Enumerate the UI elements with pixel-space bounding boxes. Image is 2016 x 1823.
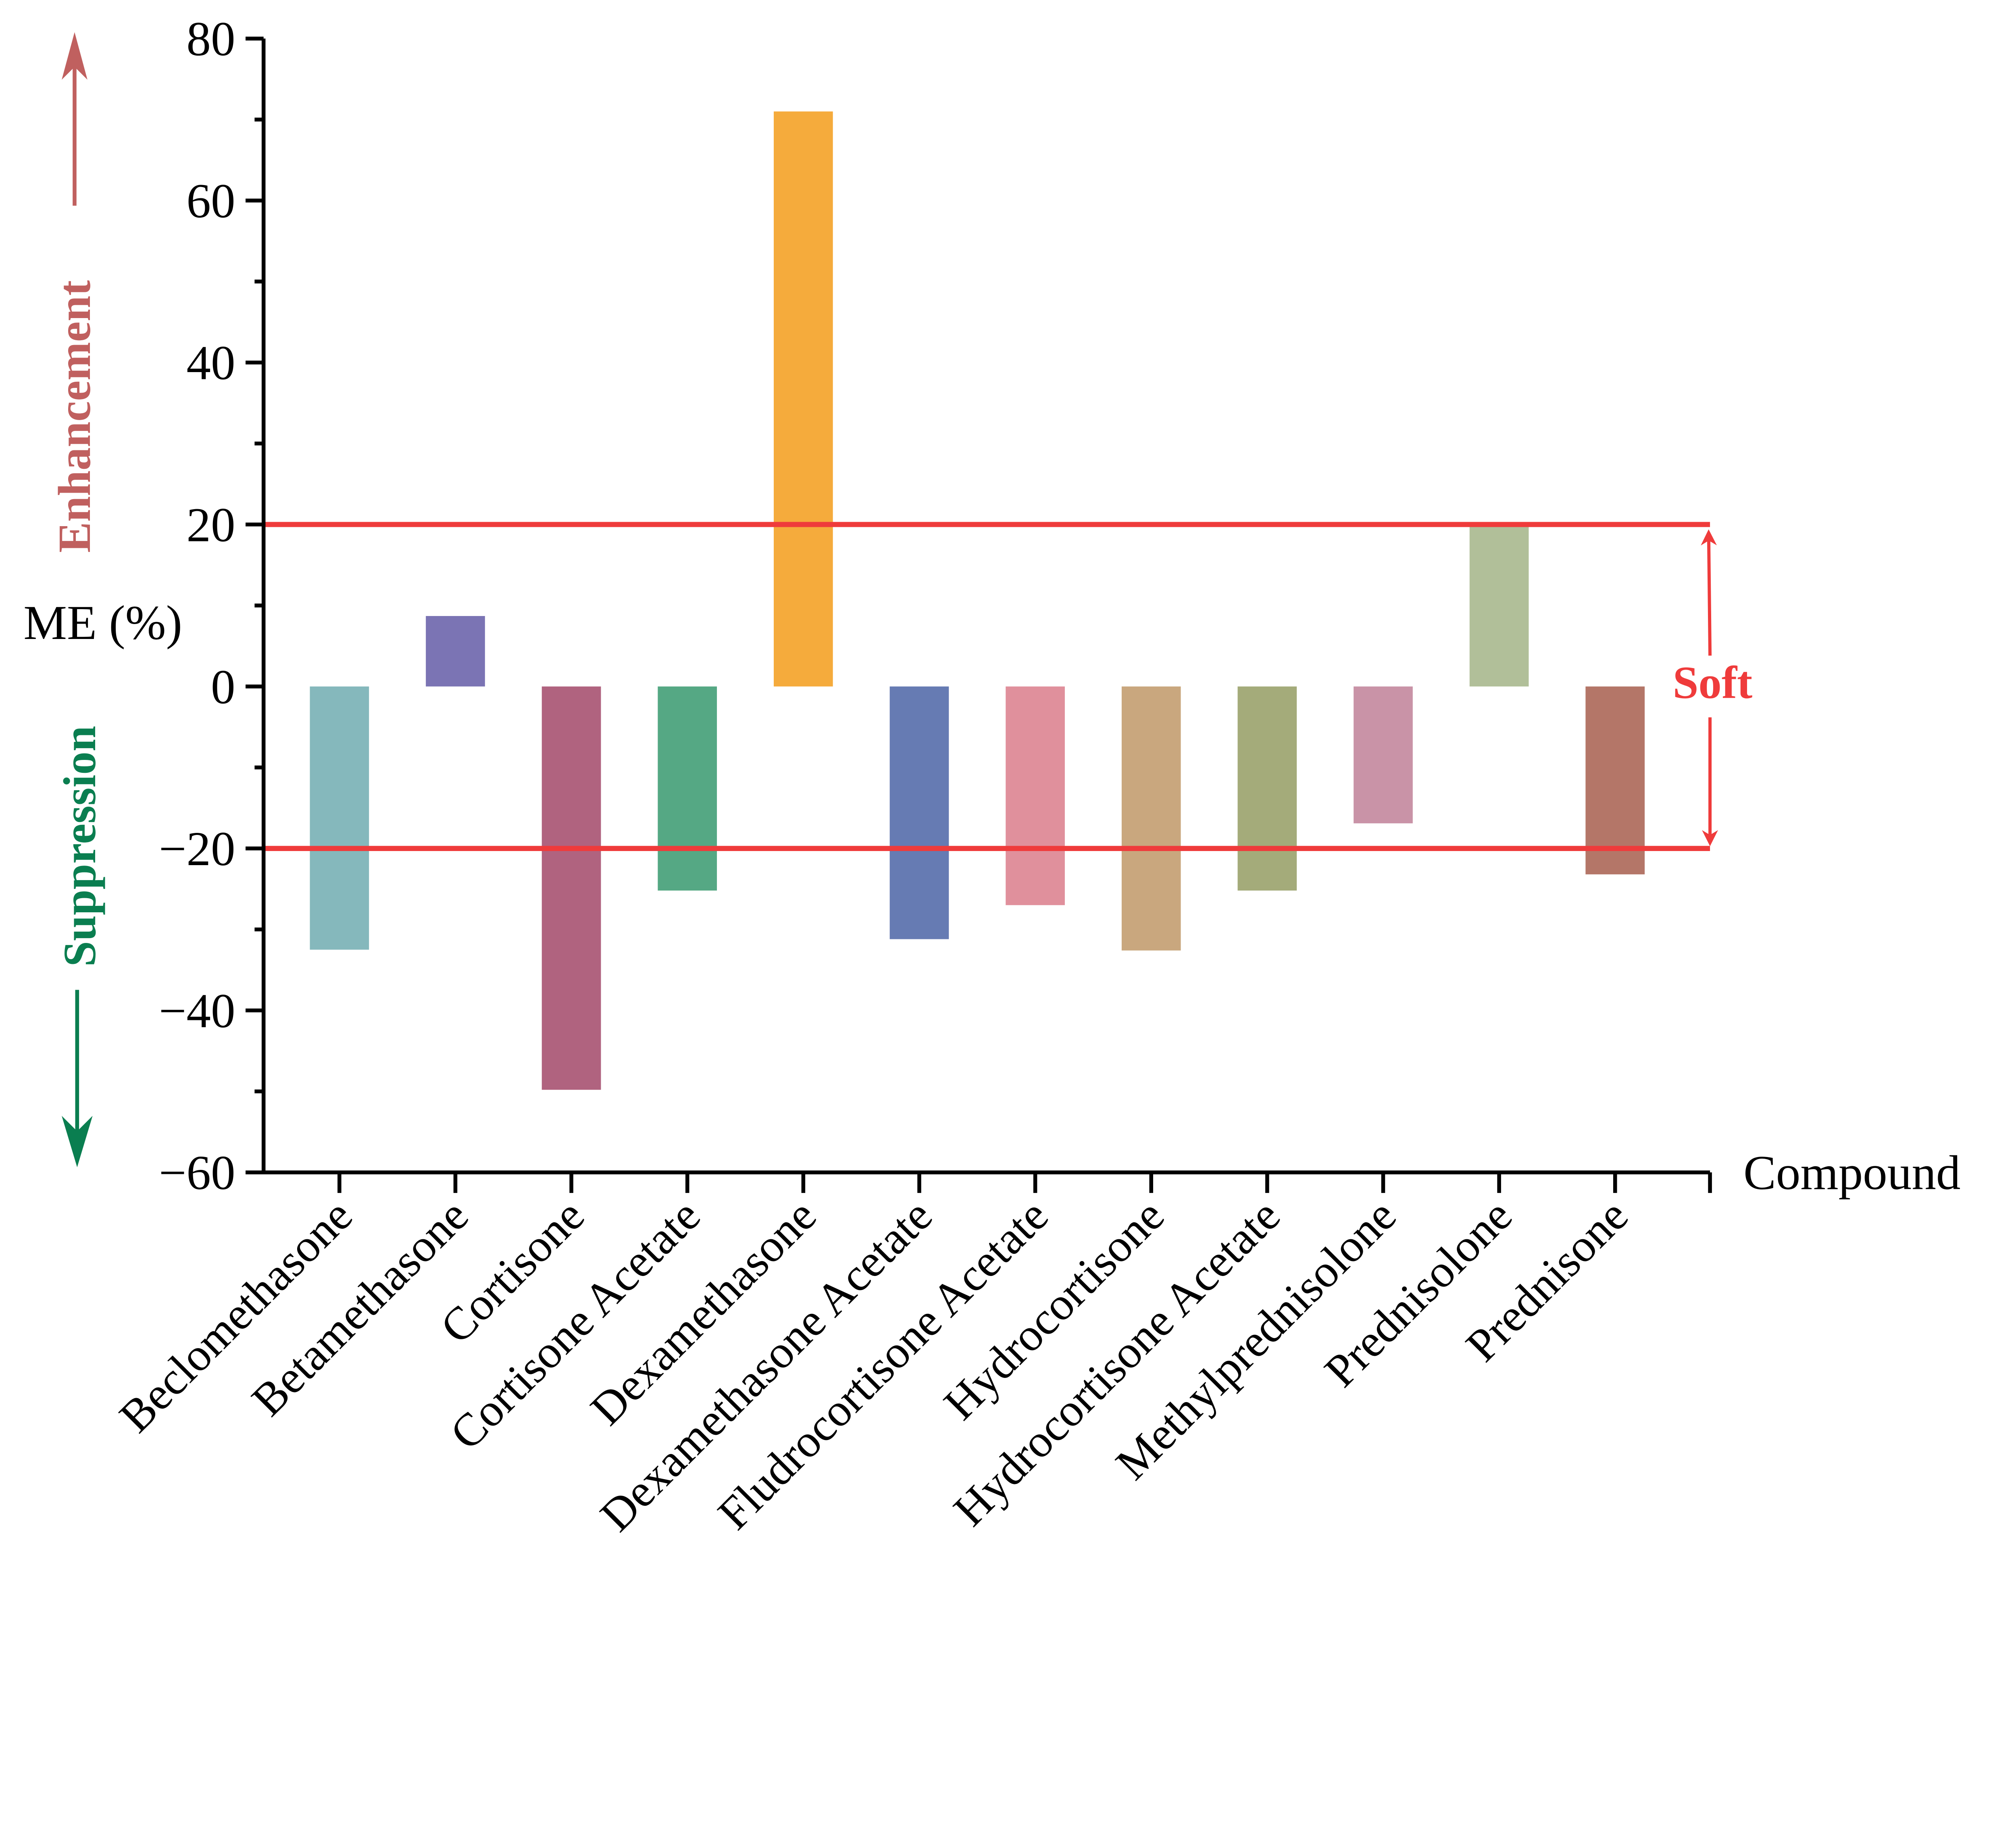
bar-beclomethasone <box>310 686 369 950</box>
bar-cortisone-acetate <box>658 686 717 891</box>
soft-annotation: Soft <box>1673 529 1753 847</box>
y-tick-label: 20 <box>186 498 235 552</box>
enhancement-arrowhead-icon <box>62 32 87 80</box>
y-tick-label: −60 <box>159 1146 235 1200</box>
y-tick-label: −40 <box>159 984 235 1038</box>
y-tick-label: 80 <box>186 12 235 66</box>
y-tick-label: 40 <box>186 336 235 390</box>
bar-dexamethasone <box>774 111 833 687</box>
x-tick-labels: BeclomethasoneBetamethasoneCortisoneCort… <box>110 1190 1638 1541</box>
y-tick-label: 0 <box>211 660 235 714</box>
y-axis-title: ME (%) <box>23 596 182 650</box>
bar-prednisone <box>1585 686 1645 874</box>
y-tick-label: 60 <box>186 174 235 228</box>
bar-cortisone <box>541 686 601 1090</box>
bar-prednisolone <box>1469 526 1529 687</box>
matrix-effect-bar-chart: −60 −40 −20 0 20 40 60 80 BeclomethasoneBetamet… <box>23 12 1961 1541</box>
bar-hydrocortisone-acetate <box>1237 686 1297 891</box>
y-tick-label: −20 <box>159 822 235 876</box>
y-tick-labels: −60 −40 −20 0 20 40 60 80 <box>159 12 235 1200</box>
suppression-label: Suppression <box>54 726 105 967</box>
enhancement-label: Enhancement <box>49 280 100 553</box>
bar-dexamethasone-acetate <box>889 686 949 939</box>
reference-lines <box>263 522 1710 851</box>
soft-arrow-up-icon <box>1701 529 1717 656</box>
bar-betamethasone <box>426 616 485 687</box>
suppression-arrowhead-icon <box>62 1115 93 1167</box>
soft-label: Soft <box>1673 657 1753 708</box>
bar-fludrocortisone-acetate <box>1006 686 1065 905</box>
bar-methylprednisolone <box>1354 686 1413 824</box>
x-axis-title: Compound <box>1743 1146 1961 1200</box>
bar-hydrocortisone <box>1121 686 1181 951</box>
enhancement-annotation: Enhancement <box>49 32 100 553</box>
bars <box>310 111 1645 1090</box>
suppression-annotation: Suppression <box>54 726 105 1167</box>
axes <box>246 36 1712 1193</box>
